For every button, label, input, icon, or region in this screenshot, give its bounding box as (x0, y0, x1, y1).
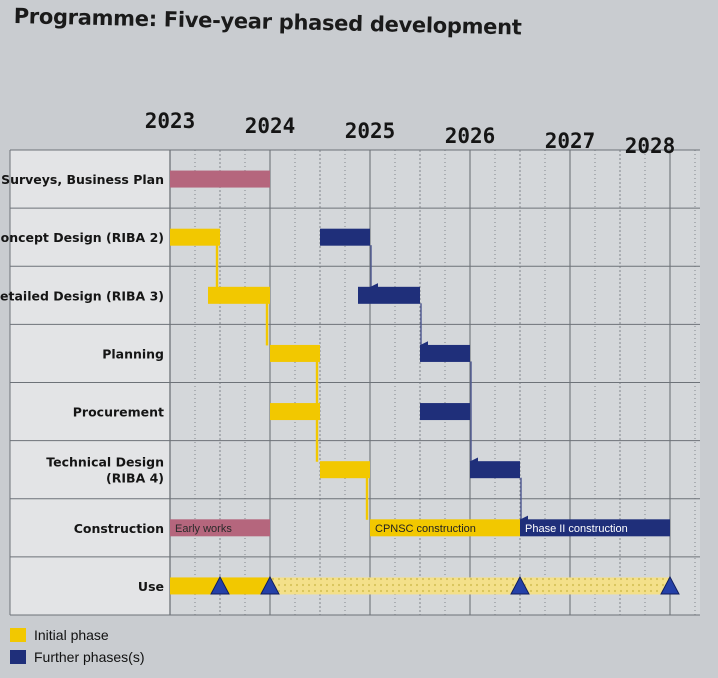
row-label: Procurement (73, 405, 164, 420)
gantt-bar-use_hatch (270, 577, 670, 595)
gantt-bar-label: Phase II construction (525, 523, 628, 535)
legend: Initial phase Further phases(s) (10, 624, 144, 668)
gantt-bar-survey (170, 170, 270, 188)
legend-item-further: Further phases(s) (10, 646, 144, 668)
gantt-bar-initial (208, 286, 270, 304)
milestone-marker (210, 575, 230, 595)
gantt-bar-further (420, 403, 470, 421)
gantt-bar-label: CPNSC construction (375, 523, 476, 535)
row-label: Concept Design (RIBA 2) (0, 230, 164, 245)
year-tick-label: 2023 (145, 109, 196, 133)
gantt-bar-initial (270, 344, 320, 362)
gantt-bar-initial (170, 228, 220, 246)
year-tick-label: 2025 (345, 119, 396, 143)
legend-swatch-initial (10, 628, 26, 642)
row-label: Surveys, Business Plan (1, 172, 164, 187)
milestone-marker (260, 575, 280, 595)
gantt-bar-initial (370, 519, 520, 537)
legend-label-initial: Initial phase (34, 627, 109, 643)
gantt-bar-further (520, 519, 670, 537)
row-label: Detailed Design (RIBA 3) (0, 288, 164, 303)
row-label: Construction (74, 521, 164, 536)
gantt-bar-further (358, 286, 420, 304)
gantt-bar-further (470, 461, 520, 479)
gantt-bar-further (320, 228, 370, 246)
gantt-bar-survey (170, 519, 270, 537)
year-tick-label: 2024 (245, 114, 296, 138)
row-label: (RIBA 4) (106, 471, 164, 486)
gantt-bar-label: Early works (175, 523, 232, 535)
year-tick-label: 2027 (545, 129, 596, 153)
milestone-marker (510, 575, 530, 595)
row-label: Technical Design (46, 455, 164, 470)
legend-label-further: Further phases(s) (34, 649, 145, 665)
gantt-chart: 2023 2024 2025 2026 2027 2028 Surveys, Busines… (0, 109, 700, 616)
legend-swatch-further (10, 650, 26, 664)
row-label: Planning (102, 346, 164, 361)
row-label: Use (138, 579, 164, 594)
gantt-bar-initial (320, 461, 370, 479)
gantt-bar-initial (270, 403, 320, 421)
year-tick-label: 2028 (625, 134, 676, 158)
year-tick-label: 2026 (445, 124, 496, 148)
milestone-marker (660, 575, 680, 595)
legend-item-initial: Initial phase (10, 624, 144, 646)
gantt-bar-further (420, 344, 470, 362)
